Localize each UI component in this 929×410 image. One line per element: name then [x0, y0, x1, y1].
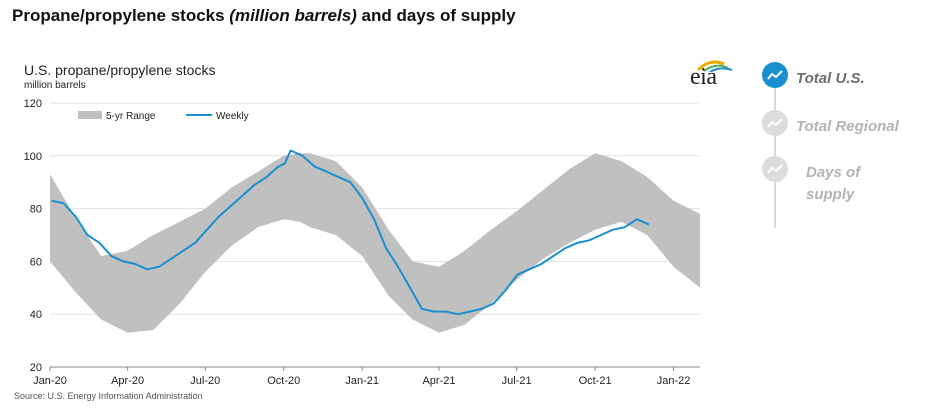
- x-tick-label: Jan-22: [657, 375, 691, 387]
- legend-range-swatch: [78, 111, 102, 119]
- source-note: Source: U.S. Energy Information Administ…: [14, 391, 203, 401]
- x-tick-label: Apr-21: [422, 375, 455, 387]
- page-title-main: Propane/propylene stocks: [12, 6, 230, 25]
- nav-label-total-us: Total U.S.: [796, 70, 865, 87]
- line-chart-icon: [762, 110, 788, 136]
- line-chart-icon: [762, 62, 788, 88]
- x-tick-label: Jan-21: [345, 375, 379, 387]
- page-title: Propane/propylene stocks (million barrel…: [12, 6, 516, 26]
- nav-item-days-of-supply[interactable]: Days of supply: [760, 154, 929, 214]
- y-tick-label: 100: [24, 151, 42, 163]
- line-chart-icon: [762, 156, 788, 182]
- x-tick-label: Jul-20: [190, 375, 220, 387]
- five-year-range-band: [50, 153, 700, 333]
- y-tick-label: 60: [30, 256, 42, 268]
- page-title-units: (million barrels): [229, 6, 357, 25]
- chart-legend: 5-yr Range Weekly: [78, 111, 249, 122]
- nav-item-total-regional[interactable]: Total Regional: [760, 108, 929, 144]
- eia-logo: eia: [690, 58, 733, 92]
- x-tick-label: Oct-20: [267, 375, 300, 387]
- weekly-line: [51, 149, 650, 316]
- y-tick-label: 40: [30, 309, 42, 321]
- nav-label-total-regional: Total Regional: [796, 118, 899, 135]
- chart-units: million barrels: [24, 80, 86, 91]
- x-tick-label: Jan-20: [33, 375, 67, 387]
- y-tick-label: 80: [30, 204, 42, 216]
- nav-connector-line: [774, 68, 776, 228]
- stocks-chart: 20 40 60 80 100 120 Jan-20 Apr-20 Jul-20 Oct-20 Ja…: [24, 98, 700, 387]
- y-tick-label: 120: [24, 98, 42, 110]
- chart-axes: 20 40 60 80 100 120 Jan-20 Apr-20 Jul-20 Oct-20 Ja…: [24, 98, 700, 387]
- nav-item-total-us[interactable]: Total U.S.: [760, 60, 929, 96]
- x-tick-label: Oct-21: [579, 375, 612, 387]
- logo-swoosh-icon: [696, 60, 733, 72]
- page-title-tail: and days of supply: [356, 6, 516, 25]
- range-layer: [50, 153, 700, 333]
- view-selector: Total U.S. Total Regional Days of supply: [760, 60, 929, 240]
- x-tick-label: Apr-20: [111, 375, 144, 387]
- logo-text: eia: [690, 64, 717, 90]
- legend-range-label: 5-yr Range: [106, 111, 156, 122]
- legend-weekly-label: Weekly: [216, 111, 249, 122]
- x-tick-label: Jul-21: [502, 375, 532, 387]
- y-tick-label: 20: [30, 362, 42, 374]
- chart-title: U.S. propane/propylene stocks: [24, 62, 216, 78]
- weekly-layer: [51, 149, 650, 316]
- nav-label-days-of-supply: Days of supply: [806, 164, 861, 203]
